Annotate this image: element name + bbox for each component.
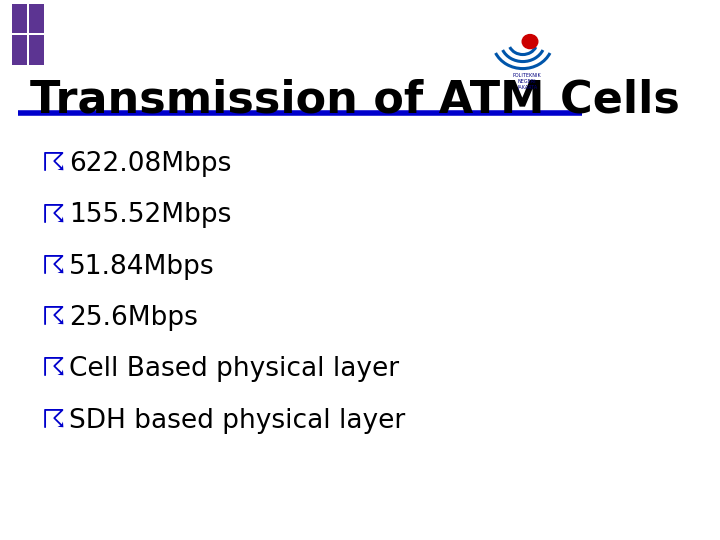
- Text: ☈: ☈: [42, 151, 66, 177]
- Text: 25.6Mbps: 25.6Mbps: [69, 305, 198, 331]
- Text: ☈: ☈: [42, 356, 66, 382]
- Text: 51.84Mbps: 51.84Mbps: [69, 254, 215, 280]
- Circle shape: [522, 35, 538, 49]
- Text: SDH based physical layer: SDH based physical layer: [69, 408, 405, 434]
- Text: 155.52Mbps: 155.52Mbps: [69, 202, 231, 228]
- Text: 622.08Mbps: 622.08Mbps: [69, 151, 231, 177]
- Text: ☈: ☈: [42, 254, 66, 280]
- Text: ☈: ☈: [42, 408, 66, 434]
- Text: ☈: ☈: [42, 305, 66, 331]
- Text: ☈: ☈: [42, 202, 66, 228]
- FancyBboxPatch shape: [12, 35, 27, 65]
- Text: Transmission of ATM Cells: Transmission of ATM Cells: [30, 78, 680, 122]
- FancyBboxPatch shape: [29, 4, 44, 33]
- Text: Cell Based physical layer: Cell Based physical layer: [69, 356, 399, 382]
- FancyBboxPatch shape: [29, 35, 44, 65]
- FancyBboxPatch shape: [12, 4, 27, 33]
- Text: POLITEKNIK
NEGERI
JAKARTA: POLITEKNIK NEGERI JAKARTA: [513, 73, 541, 90]
